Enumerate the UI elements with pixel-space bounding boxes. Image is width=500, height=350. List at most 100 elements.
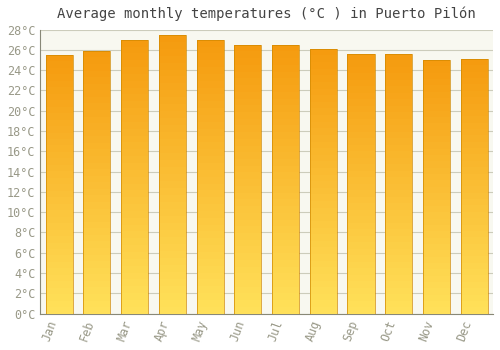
Bar bbox=[272, 139, 299, 146]
Bar bbox=[196, 266, 224, 273]
Bar bbox=[196, 272, 224, 279]
Bar bbox=[234, 206, 262, 213]
Bar bbox=[46, 249, 73, 256]
Bar bbox=[272, 206, 299, 213]
Bar bbox=[159, 174, 186, 181]
Bar bbox=[272, 287, 299, 294]
Bar bbox=[348, 73, 374, 80]
Bar bbox=[234, 260, 262, 267]
Bar bbox=[159, 272, 186, 279]
Bar bbox=[460, 262, 488, 269]
Bar bbox=[84, 274, 110, 281]
Bar bbox=[121, 238, 148, 245]
Bar bbox=[234, 45, 262, 51]
Bar bbox=[460, 135, 488, 142]
Bar bbox=[196, 307, 224, 314]
Bar bbox=[121, 115, 148, 122]
Bar bbox=[196, 115, 224, 122]
Bar bbox=[46, 204, 73, 210]
Bar bbox=[310, 95, 337, 102]
Bar bbox=[234, 58, 262, 65]
Bar bbox=[460, 65, 488, 72]
Bar bbox=[196, 142, 224, 149]
Bar bbox=[385, 54, 412, 314]
Bar bbox=[159, 62, 186, 70]
Bar bbox=[385, 236, 412, 242]
Bar bbox=[385, 145, 412, 151]
Bar bbox=[159, 209, 186, 216]
Bar bbox=[84, 294, 110, 301]
Bar bbox=[121, 88, 148, 94]
Bar bbox=[385, 216, 412, 223]
Bar bbox=[348, 86, 374, 93]
Bar bbox=[423, 142, 450, 149]
Bar bbox=[84, 97, 110, 103]
Bar bbox=[196, 183, 224, 190]
Bar bbox=[272, 152, 299, 159]
Bar bbox=[310, 208, 337, 214]
Bar bbox=[159, 223, 186, 230]
Bar bbox=[310, 69, 337, 75]
Bar bbox=[348, 60, 374, 67]
Bar bbox=[196, 300, 224, 307]
Bar bbox=[385, 158, 412, 164]
Bar bbox=[460, 174, 488, 180]
Bar bbox=[196, 74, 224, 81]
Bar bbox=[234, 51, 262, 58]
Bar bbox=[272, 199, 299, 206]
Bar bbox=[84, 248, 110, 254]
Bar bbox=[385, 210, 412, 216]
Bar bbox=[385, 60, 412, 67]
Bar bbox=[84, 156, 110, 162]
Bar bbox=[310, 128, 337, 135]
Bar bbox=[159, 104, 186, 111]
Bar bbox=[460, 244, 488, 250]
Bar bbox=[310, 155, 337, 161]
Bar bbox=[121, 156, 148, 163]
Bar bbox=[46, 288, 73, 294]
Bar bbox=[159, 230, 186, 237]
Bar bbox=[196, 190, 224, 197]
Bar bbox=[310, 89, 337, 95]
Bar bbox=[84, 143, 110, 149]
Bar bbox=[310, 280, 337, 287]
Bar bbox=[234, 280, 262, 287]
Bar bbox=[234, 139, 262, 146]
Bar bbox=[121, 300, 148, 307]
Bar bbox=[385, 184, 412, 190]
Bar bbox=[121, 266, 148, 273]
Bar bbox=[84, 261, 110, 268]
Bar bbox=[159, 111, 186, 118]
Bar bbox=[348, 106, 374, 112]
Bar bbox=[121, 81, 148, 88]
Bar bbox=[234, 233, 262, 240]
Bar bbox=[310, 55, 337, 62]
Bar bbox=[84, 70, 110, 77]
Bar bbox=[348, 158, 374, 164]
Bar bbox=[348, 145, 374, 151]
Bar bbox=[310, 102, 337, 108]
Bar bbox=[234, 300, 262, 307]
Bar bbox=[121, 129, 148, 135]
Bar bbox=[310, 168, 337, 175]
Bar bbox=[159, 118, 186, 125]
Bar bbox=[423, 123, 450, 130]
Bar bbox=[348, 242, 374, 249]
Bar bbox=[121, 163, 148, 170]
Bar bbox=[385, 229, 412, 236]
Bar bbox=[159, 139, 186, 146]
Bar bbox=[159, 237, 186, 244]
Bar bbox=[310, 261, 337, 267]
Bar bbox=[385, 255, 412, 262]
Bar bbox=[310, 274, 337, 281]
Bar bbox=[310, 141, 337, 148]
Bar bbox=[159, 300, 186, 307]
Bar bbox=[84, 110, 110, 117]
Bar bbox=[234, 78, 262, 85]
Bar bbox=[84, 162, 110, 169]
Bar bbox=[460, 97, 488, 104]
Bar bbox=[348, 171, 374, 177]
Bar bbox=[385, 268, 412, 275]
Bar bbox=[121, 272, 148, 279]
Bar bbox=[121, 101, 148, 108]
